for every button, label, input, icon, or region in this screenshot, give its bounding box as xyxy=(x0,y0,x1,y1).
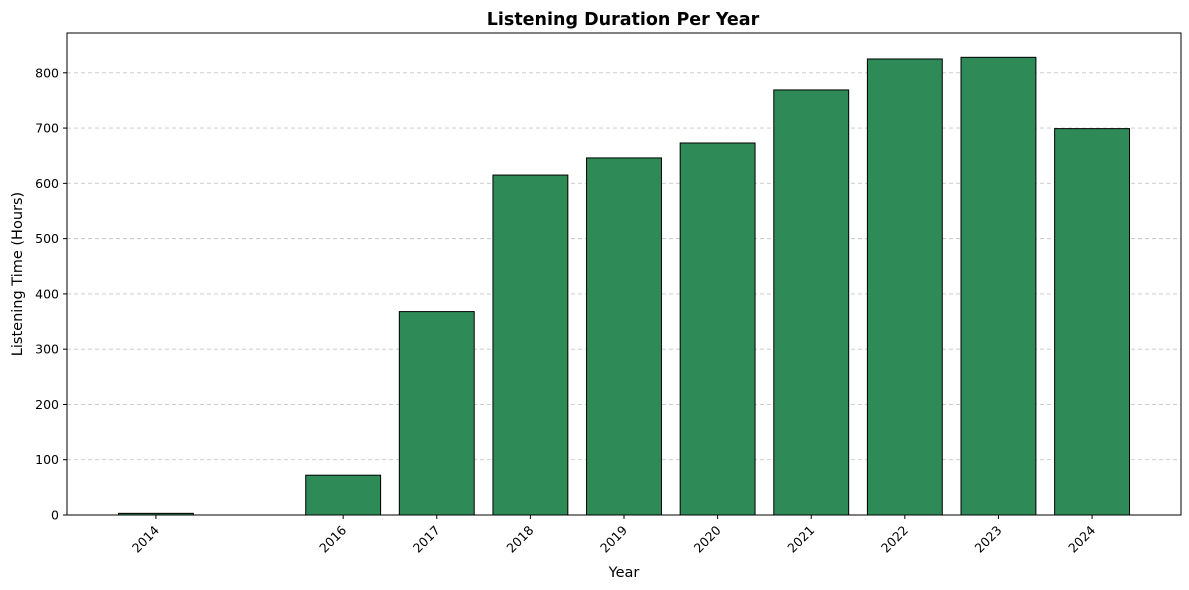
bar-2024 xyxy=(1054,128,1131,516)
x-tick-label: 2016 xyxy=(316,522,349,555)
y-tick-label: 700 xyxy=(35,121,59,136)
x-tick-label: 2020 xyxy=(691,522,724,555)
x-axis: 2014 2016 2017 2018 2019 2020 2021 2022 2023 2024 xyxy=(129,515,1098,556)
y-tick-label: 200 xyxy=(35,397,59,412)
bar-2023 xyxy=(960,56,1037,516)
y-tick-label: 400 xyxy=(35,286,59,301)
x-tick-label: 2017 xyxy=(410,523,443,556)
y-tick-label: 300 xyxy=(35,342,59,357)
x-tick-label: 2021 xyxy=(784,523,817,556)
y-tick-label: 0 xyxy=(51,508,59,523)
y-tick-label: 800 xyxy=(35,65,59,80)
bar-2020 xyxy=(679,142,756,516)
x-tick-label: 2019 xyxy=(597,522,630,555)
bar-2017 xyxy=(398,311,475,516)
bar-2016 xyxy=(305,474,382,516)
x-tick-label: 2024 xyxy=(1065,522,1098,555)
y-tick-label: 500 xyxy=(35,231,59,246)
x-tick-label: 2014 xyxy=(129,522,162,555)
x-tick-label: 2022 xyxy=(878,523,911,556)
bar-2019 xyxy=(586,157,662,516)
bars xyxy=(117,56,1131,516)
x-tick-label: 2023 xyxy=(971,523,1004,556)
x-tick-label: 2018 xyxy=(503,522,536,555)
bar-2018 xyxy=(492,174,569,516)
y-tick-label: 100 xyxy=(35,452,59,467)
y-axis: 0 100 200 300 400 500 600 700 800 xyxy=(35,65,67,523)
y-tick-label: 600 xyxy=(35,176,59,191)
x-axis-title: Year xyxy=(608,565,640,581)
chart-title: Listening Duration Per Year xyxy=(487,10,760,30)
bar-2021 xyxy=(773,89,850,516)
y-axis-title: Listening Time (Hours) xyxy=(10,192,26,356)
bar-2022 xyxy=(866,58,943,516)
